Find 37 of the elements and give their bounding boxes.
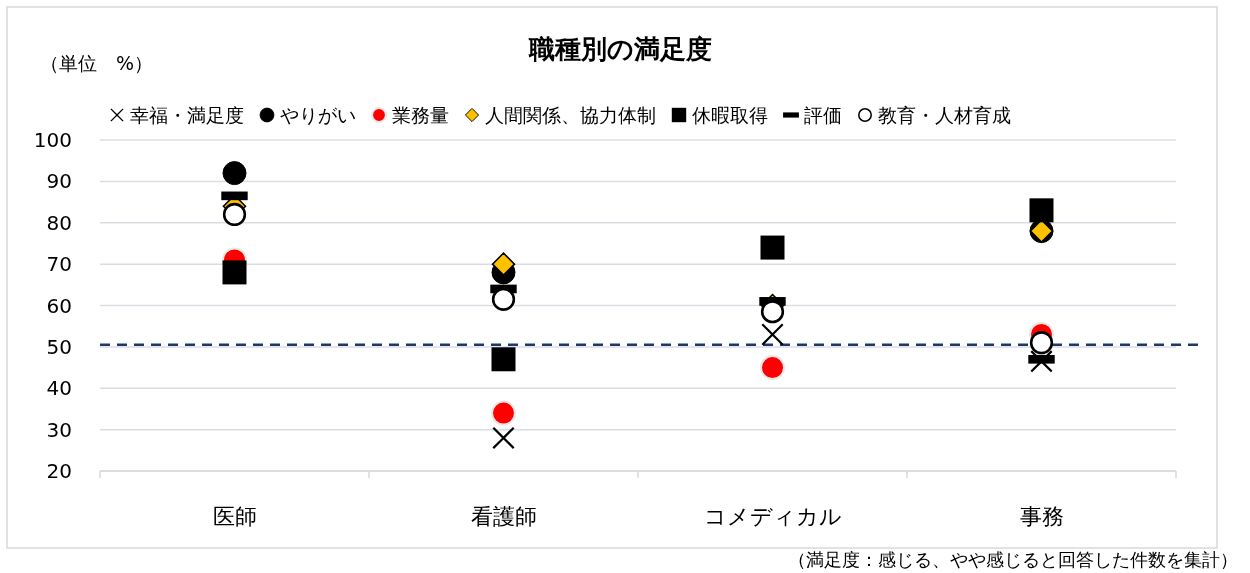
chart-title: 職種別の満足度	[527, 34, 712, 64]
point	[761, 323, 784, 346]
point	[1029, 331, 1054, 355]
y-tick-label: 20	[46, 459, 72, 483]
legend-label: 教育・人材育成	[878, 104, 1011, 126]
legend-label: 評価	[804, 104, 842, 126]
point	[491, 347, 516, 372]
y-tick-label: 60	[46, 293, 72, 318]
legend-label: 休暇取得	[692, 104, 768, 126]
legend-label: 幸福・満足度	[130, 104, 244, 126]
point	[222, 161, 247, 186]
point	[760, 300, 785, 324]
legend-label: 人間関係、協力体制	[485, 104, 656, 126]
point	[760, 355, 785, 381]
y-tick-label: 50	[46, 334, 72, 359]
point	[491, 287, 516, 311]
point	[491, 252, 516, 276]
point	[492, 426, 515, 449]
legend-label: やりがい	[280, 104, 356, 126]
y-tick-label: 100	[33, 128, 72, 152]
y-tick-label: 90	[46, 169, 72, 194]
text: （満足度：感じる、やや感じると回答した件数を集計）	[788, 549, 1238, 570]
legend-label: 業務量	[392, 104, 449, 126]
x-tick-label: 事務	[1019, 504, 1064, 529]
point	[1029, 198, 1054, 223]
y-tick-label: 40	[46, 376, 72, 401]
y-tick-label: 30	[46, 417, 72, 442]
point	[222, 260, 247, 285]
y-tick-label: 80	[46, 210, 72, 235]
point	[491, 400, 516, 426]
y-tick-label: 70	[46, 252, 72, 277]
point	[222, 202, 247, 227]
x-tick-label: コメディカル	[703, 504, 842, 529]
point	[760, 235, 785, 260]
text: （単位 %）	[40, 52, 154, 74]
x-tick-label: 医師	[212, 504, 257, 529]
x-tick-label: 看護師	[470, 504, 537, 529]
